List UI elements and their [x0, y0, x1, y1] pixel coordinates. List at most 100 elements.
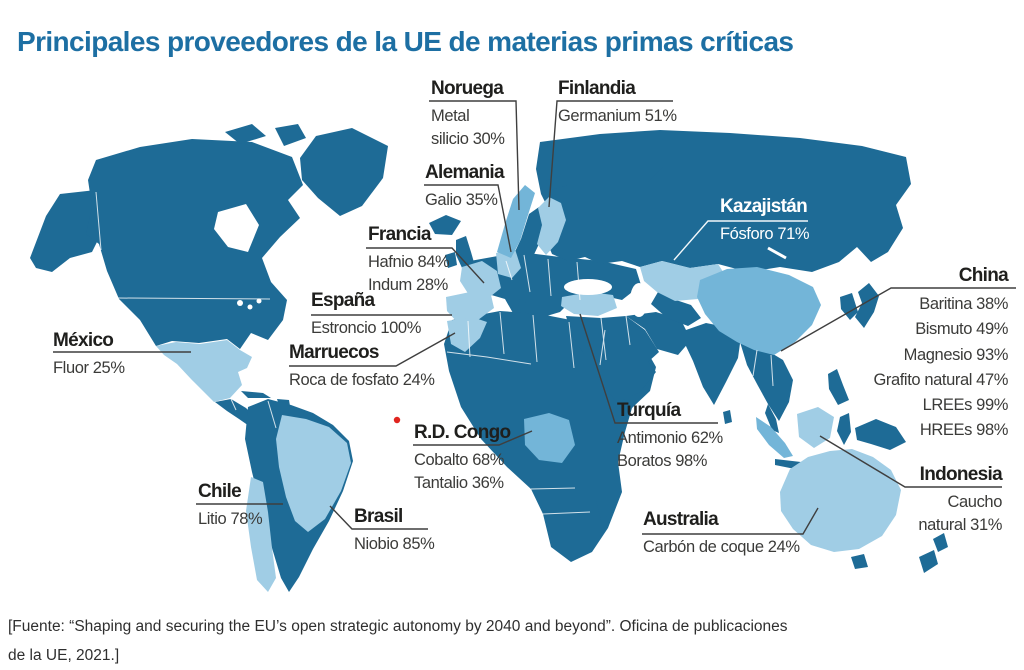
material-line: Bismuto 49%: [915, 320, 1008, 339]
material-line: Cobalto 68%: [414, 451, 505, 469]
country-name: España: [311, 290, 375, 311]
map-border: [530, 487, 576, 490]
map-malay-peninsula: [765, 404, 779, 433]
map-arabia: [566, 316, 659, 403]
country-name: Chile: [198, 481, 242, 502]
label-brasil: Brasil Niobio 85%: [354, 506, 435, 556]
material-line: Boratos 98%: [617, 452, 708, 470]
map-great-lake: [256, 298, 262, 304]
country-name: R.D. Congo: [414, 422, 511, 443]
country-name: Kazajistán: [720, 196, 808, 217]
map-border: [599, 329, 606, 366]
material-line: Roca de fosfato 24%: [289, 371, 435, 389]
map-border: [542, 511, 591, 515]
material-line: natural 31%: [918, 516, 1002, 534]
material-line: Indum 28%: [368, 276, 448, 294]
map-black-sea: [564, 279, 612, 295]
leader-kazajistan: [673, 220, 808, 261]
map-border: [95, 191, 102, 251]
country-name: Noruega: [431, 78, 504, 99]
map-border: [568, 321, 575, 369]
map-border: [523, 254, 531, 293]
material-line: Caucho: [947, 493, 1003, 511]
map-madagascar: [596, 471, 621, 520]
label-alemania: Alemania Galio 35%: [425, 162, 505, 212]
map-morocco: [447, 317, 487, 352]
map-border: [547, 258, 552, 297]
leader-australia: [642, 507, 819, 535]
label-marruecos: Marruecos Roca de fosfato 24%: [289, 342, 435, 392]
map-novaya-zemlya: [648, 167, 671, 196]
leader-noruega: [429, 100, 520, 211]
map-central-asia: [651, 292, 701, 326]
map-border: [770, 354, 774, 387]
map-border: [267, 400, 277, 429]
map-great-lake: [247, 304, 253, 310]
map-alaska: [30, 190, 104, 272]
map-tasmania: [851, 554, 868, 569]
map-ireland: [445, 252, 457, 268]
country-name: China: [958, 265, 1009, 286]
label-china: China Baritina 38% Bismuto 49% Magnesio …: [873, 265, 1008, 444]
country-name: Marruecos: [289, 342, 379, 363]
map-cuba: [241, 391, 271, 398]
map-china: [697, 267, 821, 355]
map-canada-usa: [86, 139, 303, 349]
map-spain: [446, 292, 494, 322]
map-arctic-island: [225, 124, 266, 144]
map-iceland: [429, 215, 461, 235]
map-finland: [537, 197, 566, 255]
map-mexico: [156, 340, 252, 402]
map-great-lake: [237, 300, 243, 306]
label-francia: Francia Hafnio 84% Indum 28%: [368, 224, 450, 297]
map-border: [625, 315, 631, 346]
material-line: Fluor 25%: [53, 359, 125, 377]
map-se-asia: [740, 342, 793, 421]
material-line: Litio 78%: [198, 510, 263, 528]
material-line: Hafnio 84%: [368, 253, 450, 271]
map-border: [467, 320, 471, 358]
label-noruega: Noruega Metal silicio 30%: [431, 78, 505, 151]
map-border: [499, 311, 505, 355]
map-caspian-sea: [630, 283, 648, 317]
material-line: Galio 35%: [425, 191, 498, 209]
map-new-guinea: [855, 419, 906, 450]
map-france: [460, 261, 501, 300]
map-border: [600, 317, 607, 361]
label-turquia: Turquía Antimonio 62% Boratos 98%: [617, 400, 723, 473]
leader-china: [780, 287, 1016, 352]
material-line: Germanium 51%: [558, 107, 677, 125]
map-border: [117, 297, 271, 300]
label-finlandia: Finlandia Germanium 51%: [558, 78, 677, 128]
material-line: Magnesio 93%: [903, 345, 1009, 364]
map-new-zealand: [919, 550, 938, 573]
map-sumatra: [756, 417, 793, 458]
country-name: Finlandia: [558, 78, 636, 99]
map-greenland: [300, 128, 388, 216]
material-line: Tantalio 36%: [414, 474, 504, 492]
material-line: Fósforo 71%: [720, 225, 810, 243]
map-dr-congo: [524, 413, 575, 463]
map-border: [576, 261, 581, 301]
source-line-1: [Fuente: “Shaping and securing the EU’s …: [8, 618, 788, 635]
material-line: LREEs 99%: [922, 396, 1009, 415]
map-hudson-bay: [214, 204, 259, 252]
map-border: [446, 351, 532, 365]
leader-congo: [413, 430, 533, 446]
map-chile: [246, 477, 276, 592]
label-espana: España Estroncio 100%: [311, 290, 421, 340]
country-name: Francia: [368, 224, 431, 245]
material-line: Metal: [431, 107, 470, 125]
country-name: Australia: [643, 509, 719, 530]
map-lake-baikal: [767, 246, 787, 260]
map-border: [532, 314, 538, 363]
map-germany: [496, 249, 521, 278]
map-australia: [780, 449, 901, 552]
leader-indonesia: [819, 435, 1002, 488]
map-russia: [536, 130, 911, 272]
leader-francia: [366, 247, 485, 284]
country-name: Indonesia: [919, 464, 1003, 485]
material-line: HREEs 98%: [919, 421, 1009, 440]
